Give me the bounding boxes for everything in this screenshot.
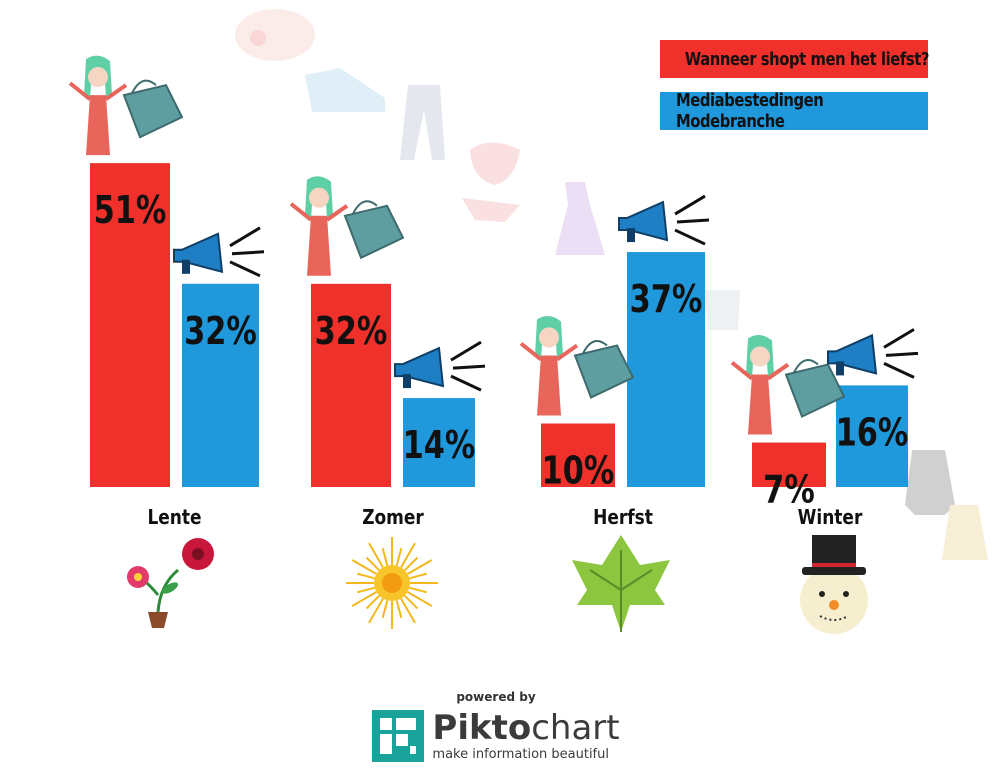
megaphone-icon [618, 194, 710, 246]
megaphone-icon [827, 328, 919, 379]
category-label-zomer: Zomer [362, 507, 424, 530]
piktochart-wordmark: Piktochart [432, 707, 620, 748]
shopper-figure-icon [730, 334, 846, 435]
bar-label-zomer-shopping: 32% [315, 310, 388, 354]
bar-winter-media [836, 385, 908, 487]
piktochart-logo-icon [372, 710, 425, 762]
figures [68, 55, 919, 435]
bar-zomer-shopping [311, 283, 391, 487]
shopper-figure-icon [289, 176, 405, 276]
bar-label-herfst-shopping: 10% [542, 449, 615, 493]
trousers-icon [400, 85, 445, 160]
sneaker-icon [305, 68, 385, 112]
coat-icon [905, 450, 955, 515]
legend-label-media: Mediabestedingen Modebranche [676, 90, 824, 132]
legend-label-shopping: Wanneer shopt men het liefst? [684, 48, 930, 70]
powered-by-label: powered by [456, 690, 536, 704]
bar-lente-media [182, 283, 259, 487]
bar-label-zomer-media: 14% [403, 424, 476, 468]
bar-lente-shopping [90, 163, 170, 487]
category-label-winter: Winter [798, 507, 863, 530]
bar-winter-shopping [752, 442, 826, 487]
bar-label-winter-media: 16% [836, 411, 909, 455]
leaf-icon [572, 535, 670, 632]
megaphone-icon [394, 340, 486, 392]
bar-zomer-media [403, 398, 475, 487]
hat-icon [235, 9, 315, 61]
bars: 51% 32% Lente 32% 14% Zomer 10% 37% Herfst 7% 16% W… [90, 163, 908, 529]
shopper-figure-icon [68, 55, 184, 156]
flower-pot-icon [127, 538, 214, 628]
bar-label-herfst-media: 37% [630, 278, 703, 322]
piktochart-branding: powered by Piktochart make information b… [0, 690, 992, 762]
dress-icon [555, 182, 605, 255]
bar-herfst-shopping [541, 423, 615, 487]
bar-label-winter-shopping: 7% [763, 468, 815, 512]
bar-label-lente-media: 32% [184, 310, 257, 354]
shopper-figure-icon [519, 315, 635, 416]
snowman-icon [800, 535, 868, 634]
legend-swatch-shopping [660, 40, 928, 78]
skirt-icon [942, 505, 988, 560]
legend-swatch-media [660, 92, 928, 130]
category-label-herfst: Herfst [593, 507, 653, 530]
bar-label-lente-shopping: 51% [94, 189, 167, 233]
sun-icon [346, 537, 438, 629]
megaphone-icon [173, 226, 265, 278]
shirt-icon [705, 290, 740, 330]
decorative-fashion-icons [235, 9, 988, 560]
bikini-icon [462, 142, 520, 222]
piktochart-tagline: make information beautiful [432, 746, 609, 762]
category-label-lente: Lente [147, 507, 201, 530]
bar-herfst-media [627, 252, 705, 487]
